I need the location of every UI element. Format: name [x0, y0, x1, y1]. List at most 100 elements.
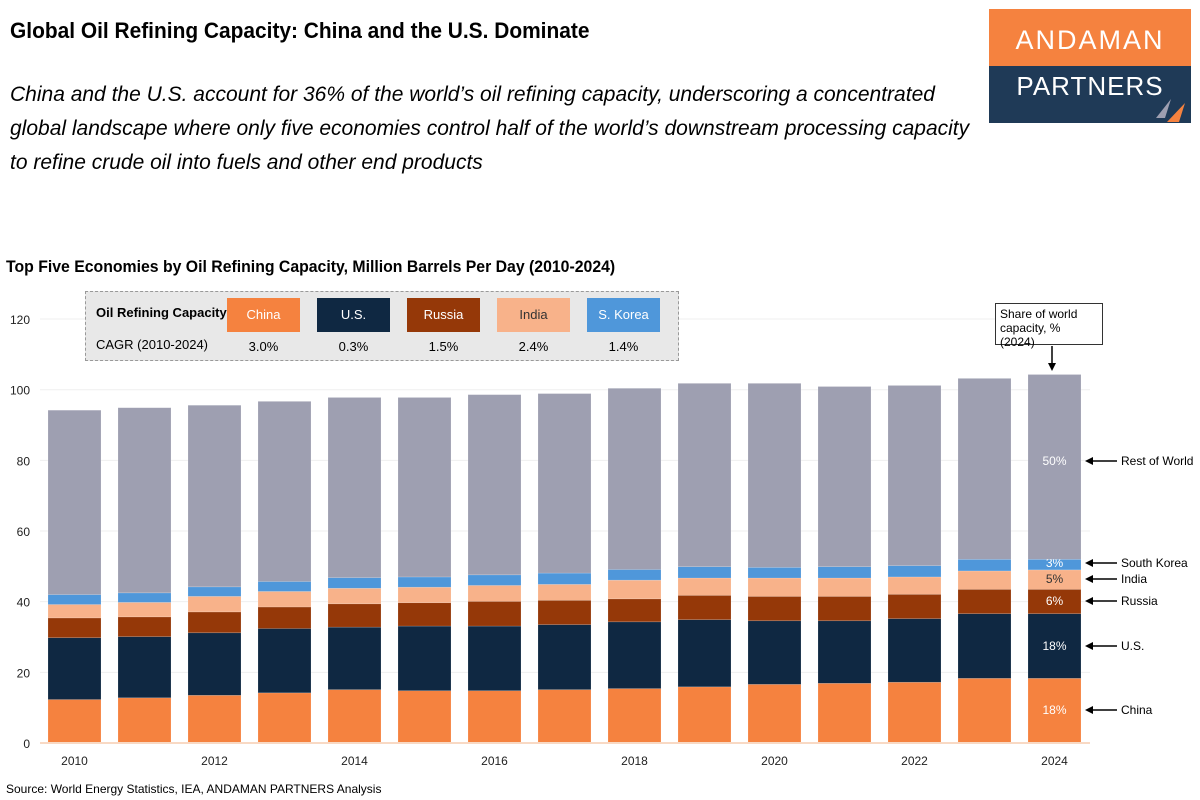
bar-segment-china-2016	[467, 690, 522, 744]
y-tick-label: 100	[10, 384, 30, 398]
share-label: 18%	[1042, 639, 1066, 653]
legend-cagr-value: 1.5%	[428, 339, 459, 354]
arrow-head-icon	[1085, 706, 1093, 714]
share-callout: Share of world capacity, % (2024)	[995, 303, 1103, 349]
bar-segment-china-2020	[747, 684, 802, 744]
y-tick-label: 80	[17, 454, 31, 468]
bar-segment-restofworld-2022	[887, 385, 942, 566]
page-title: Global Oil Refining Capacity: China and …	[10, 18, 590, 43]
x-tick-label: 2024	[1041, 754, 1068, 768]
bar-segment-skorea-2018	[607, 569, 662, 581]
bar-segment-skorea-2020	[747, 567, 802, 579]
bar-segment-restofworld-2017	[537, 393, 592, 574]
legend-cagr-value: 2.4%	[518, 339, 549, 354]
arrow-head-icon	[1085, 559, 1093, 567]
legend-swatch-russia: Russia	[407, 298, 480, 332]
legend-cagr-value: 1.4%	[608, 339, 639, 354]
bar-segment-china-2010	[47, 699, 102, 744]
y-tick-label: 20	[17, 666, 31, 680]
series-annotation-label: South Korea	[1121, 556, 1188, 570]
series-annotation-label: U.S.	[1121, 639, 1144, 653]
bar-segment-restofworld-2021	[817, 386, 872, 568]
bar-segment-india-2023	[957, 570, 1012, 590]
bar-segment-china-2019	[677, 686, 732, 744]
bar-segment-russia-2011	[117, 616, 172, 637]
bar-segment-us-2018	[607, 621, 662, 689]
bar-segment-india-2018	[607, 579, 662, 600]
bar-segment-india-2019	[677, 577, 732, 596]
bar-segment-us-2023	[957, 613, 1012, 679]
share-label: 18%	[1042, 703, 1066, 717]
bar-segment-restofworld-2014	[327, 397, 382, 578]
share-label: 5%	[1046, 572, 1064, 586]
bar-segment-russia-2015	[397, 602, 452, 627]
bar-segment-china-2012	[187, 695, 242, 744]
bar-segment-russia-2016	[467, 601, 522, 627]
x-tick-label: 2022	[901, 754, 928, 768]
cagr-label: CAGR (2010-2024)	[96, 337, 208, 352]
bar-segment-russia-2021	[817, 596, 872, 622]
y-tick-label: 60	[17, 525, 31, 539]
bar-segment-russia-2012	[187, 611, 242, 634]
bar-segment-india-2011	[117, 602, 172, 618]
series-annotation-label: Rest of World	[1121, 454, 1193, 468]
bar-segment-skorea-2014	[327, 577, 382, 589]
arrow-head-icon	[1085, 575, 1093, 583]
bar-segment-russia-2018	[607, 598, 662, 623]
share-label: 3%	[1046, 556, 1064, 570]
logo-line1: ANDAMAN	[989, 9, 1191, 66]
bar-segment-restofworld-2018	[607, 387, 662, 570]
bar-segment-india-2020	[747, 577, 802, 597]
bar-segment-india-2014	[327, 587, 382, 605]
bar-segment-restofworld-2013	[257, 401, 312, 582]
bar-segment-us-2010	[47, 637, 102, 700]
bar-segment-us-2019	[677, 619, 732, 688]
x-tick-label: 2010	[61, 754, 88, 768]
bar-segment-skorea-2011	[117, 592, 172, 603]
sail-icon	[1156, 99, 1185, 122]
bar-segment-us-2011	[117, 636, 172, 699]
bar-segment-us-2021	[817, 620, 872, 684]
arrow-head-icon	[1085, 597, 1093, 605]
bar-segment-skorea-2015	[397, 576, 452, 588]
bar-segment-china-2013	[257, 692, 312, 744]
bar-segment-skorea-2010	[47, 594, 102, 605]
bar-segment-china-2015	[397, 690, 452, 744]
legend-swatch-us: U.S.	[317, 298, 390, 332]
legend-swatch-china: China	[227, 298, 300, 332]
bar-segment-skorea-2017	[537, 572, 592, 585]
bar-segment-us-2016	[467, 625, 522, 692]
bar-segment-skorea-2012	[187, 586, 242, 597]
bar-segment-india-2015	[397, 586, 452, 604]
bar-segment-us-2013	[257, 628, 312, 694]
bar-segment-china-2021	[817, 682, 872, 744]
bar-segment-russia-2022	[887, 593, 942, 619]
bar-segment-us-2020	[747, 620, 802, 685]
bar-segment-russia-2019	[677, 595, 732, 620]
x-tick-label: 2020	[761, 754, 788, 768]
bar-segment-china-2017	[537, 689, 592, 744]
bar-segment-india-2016	[467, 585, 522, 602]
bar-segment-us-2015	[397, 625, 452, 692]
x-tick-label: 2014	[341, 754, 368, 768]
source-note: Source: World Energy Statistics, IEA, AN…	[6, 782, 382, 796]
arrow-head-icon	[1085, 457, 1093, 465]
legend-swatch-skorea: S. Korea	[587, 298, 660, 332]
bar-segment-restofworld-2012	[187, 404, 242, 588]
bar-segment-russia-2017	[537, 599, 592, 625]
share-label: 50%	[1042, 454, 1066, 468]
y-tick-label: 0	[23, 737, 30, 751]
bar-segment-india-2012	[187, 596, 242, 613]
series-annotation-label: China	[1121, 703, 1153, 717]
x-tick-label: 2016	[481, 754, 508, 768]
bar-segment-india-2013	[257, 591, 312, 608]
bar-segment-india-2017	[537, 584, 592, 601]
bar-segment-restofworld-2015	[397, 397, 452, 578]
bar-segment-skorea-2022	[887, 565, 942, 578]
legend-cagr-value: 0.3%	[338, 339, 369, 354]
bar-segment-china-2023	[957, 678, 1012, 744]
bar-segment-restofworld-2016	[467, 394, 522, 576]
bar-segment-russia-2010	[47, 617, 102, 639]
y-tick-label: 120	[10, 313, 30, 327]
